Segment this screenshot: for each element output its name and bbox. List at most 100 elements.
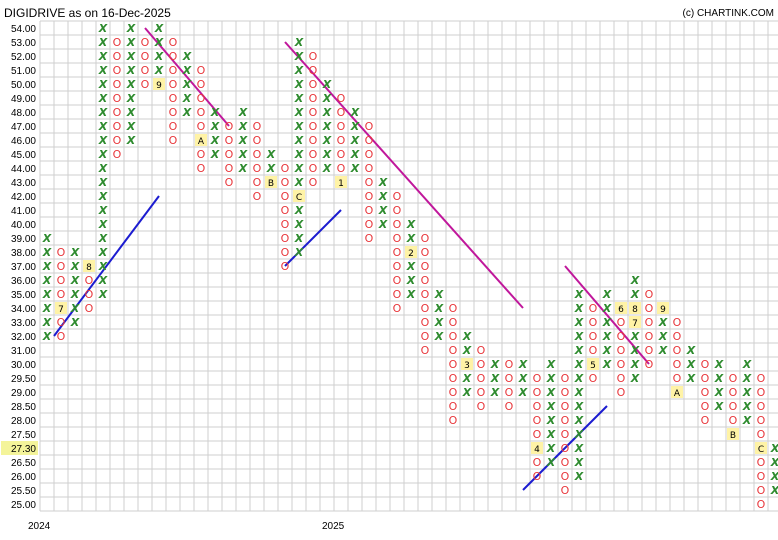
o-mark: O bbox=[141, 64, 150, 77]
month-marker: C bbox=[758, 445, 764, 455]
o-mark: O bbox=[309, 134, 318, 147]
x-mark: X bbox=[574, 442, 584, 455]
x-mark: X bbox=[630, 344, 640, 357]
o-mark: O bbox=[281, 204, 290, 217]
o-mark: O bbox=[169, 134, 178, 147]
o-mark: O bbox=[365, 190, 374, 203]
o-mark: O bbox=[253, 190, 262, 203]
o-mark: O bbox=[617, 372, 626, 385]
o-mark: O bbox=[729, 386, 738, 399]
x-mark: X bbox=[322, 162, 332, 175]
o-mark: O bbox=[757, 498, 766, 511]
x-mark: X bbox=[294, 134, 304, 147]
month-marker: 1 bbox=[338, 179, 344, 189]
x-mark: X bbox=[462, 344, 472, 357]
o-mark: O bbox=[533, 400, 542, 413]
resistance-trendline bbox=[564, 265, 650, 365]
x-mark: X bbox=[546, 372, 556, 385]
o-mark: O bbox=[281, 246, 290, 259]
y-tick-left: 29.50 bbox=[11, 374, 36, 385]
o-mark: O bbox=[673, 316, 682, 329]
x-mark: X bbox=[98, 176, 108, 189]
x-mark: X bbox=[70, 260, 80, 273]
o-mark: O bbox=[561, 414, 570, 427]
x-mark: X bbox=[294, 218, 304, 231]
support-trendline bbox=[53, 195, 160, 337]
o-mark: O bbox=[309, 92, 318, 105]
x-mark: X bbox=[574, 344, 584, 357]
o-mark: O bbox=[561, 428, 570, 441]
o-mark: O bbox=[169, 92, 178, 105]
o-mark: O bbox=[449, 330, 458, 343]
o-mark: O bbox=[57, 260, 66, 273]
x-mark: X bbox=[322, 78, 332, 91]
x-mark: X bbox=[98, 120, 108, 133]
o-mark: O bbox=[113, 36, 122, 49]
o-mark: O bbox=[169, 64, 178, 77]
y-tick-left: 43.00 bbox=[11, 178, 36, 189]
x-mark: X bbox=[98, 92, 108, 105]
x-mark: X bbox=[602, 288, 612, 301]
month-marker: C bbox=[296, 193, 302, 203]
x-mark: X bbox=[462, 386, 472, 399]
month-marker: 4 bbox=[534, 445, 540, 455]
o-mark: O bbox=[337, 92, 346, 105]
o-mark: O bbox=[85, 274, 94, 287]
x-mark: X bbox=[126, 64, 136, 77]
x-mark: X bbox=[546, 456, 556, 469]
month-marker-bg bbox=[727, 428, 739, 440]
resistance-trendline bbox=[284, 41, 524, 309]
x-mark: X bbox=[434, 330, 444, 343]
y-tick-left: 49.00 bbox=[11, 94, 36, 105]
x-mark: X bbox=[126, 36, 136, 49]
x-mark: X bbox=[126, 134, 136, 147]
x-mark: X bbox=[98, 218, 108, 231]
month-marker: 9 bbox=[156, 81, 162, 91]
x-mark: X bbox=[518, 386, 528, 399]
y-tick-left: 25.50 bbox=[11, 486, 36, 497]
o-mark: O bbox=[141, 78, 150, 91]
o-mark: O bbox=[449, 414, 458, 427]
x-mark: X bbox=[574, 456, 584, 469]
x-mark: X bbox=[602, 330, 612, 343]
x-mark: X bbox=[238, 106, 248, 119]
o-mark: O bbox=[645, 316, 654, 329]
o-mark: O bbox=[645, 344, 654, 357]
x-mark: X bbox=[294, 162, 304, 175]
x-mark: X bbox=[770, 456, 778, 469]
x-mark: X bbox=[546, 400, 556, 413]
o-mark: O bbox=[85, 302, 94, 315]
x-mark: X bbox=[518, 372, 528, 385]
o-mark: O bbox=[561, 470, 570, 483]
month-marker: 8 bbox=[632, 305, 638, 315]
x-mark: X bbox=[574, 470, 584, 483]
o-mark: O bbox=[197, 78, 206, 91]
o-mark: O bbox=[169, 120, 178, 133]
o-mark: O bbox=[617, 386, 626, 399]
x-mark: X bbox=[546, 414, 556, 427]
y-tick-left: 30.00 bbox=[11, 360, 36, 371]
o-mark: O bbox=[393, 302, 402, 315]
o-mark: O bbox=[365, 232, 374, 245]
x-mark: X bbox=[350, 162, 360, 175]
x-mark: X bbox=[98, 260, 108, 273]
x-mark: X bbox=[126, 50, 136, 63]
y-tick-left: 41.00 bbox=[11, 206, 36, 217]
o-mark: O bbox=[729, 414, 738, 427]
x-mark: X bbox=[182, 92, 192, 105]
y-tick-left: 25.00 bbox=[11, 500, 36, 511]
x-mark: X bbox=[350, 148, 360, 161]
month-marker-bg bbox=[55, 302, 67, 314]
y-tick-left: 27.50 bbox=[11, 430, 36, 441]
o-mark: O bbox=[309, 162, 318, 175]
x-mark: X bbox=[98, 134, 108, 147]
x-mark: X bbox=[98, 162, 108, 175]
o-mark: O bbox=[225, 176, 234, 189]
x-mark: X bbox=[770, 484, 778, 497]
y-tick-left: 47.00 bbox=[11, 122, 36, 133]
y-tick-left: 26.00 bbox=[11, 472, 36, 483]
o-mark: O bbox=[673, 344, 682, 357]
x-mark: X bbox=[238, 120, 248, 133]
o-mark: O bbox=[253, 134, 262, 147]
